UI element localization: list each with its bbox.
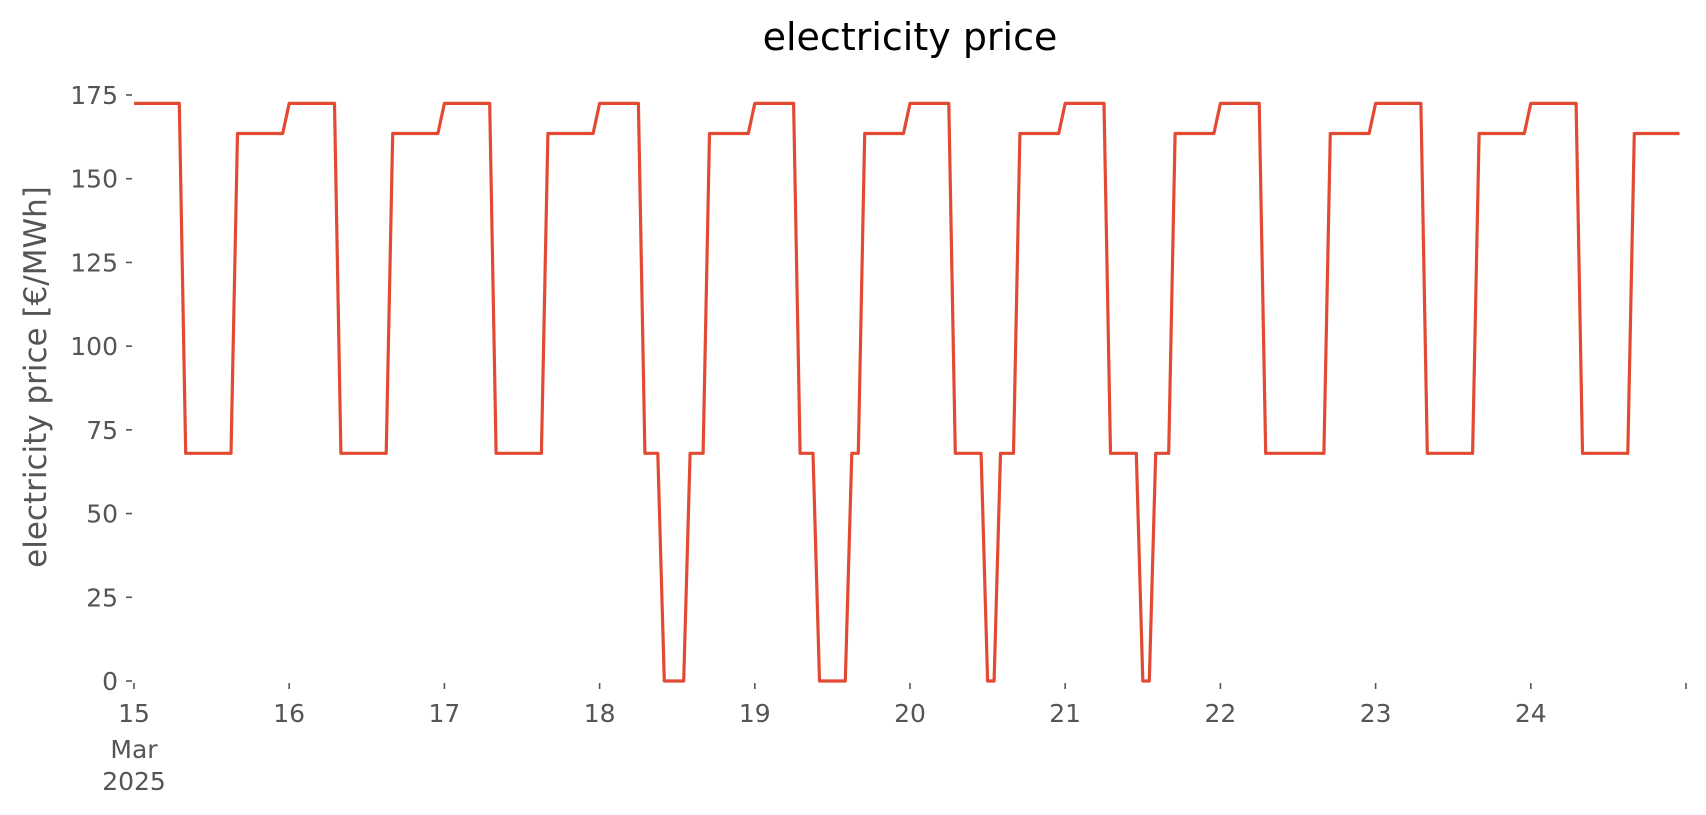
x-tick-label: 18: [584, 699, 616, 728]
x-tick-sublabel: 2025: [102, 767, 166, 796]
y-tick-label: 125: [70, 248, 118, 277]
x-tick-label: 20: [894, 699, 926, 728]
plot-area: [134, 101, 1680, 683]
x-axis: 15 Mar 2025 16 17 18 19 20 21 22 23 24: [102, 683, 1687, 796]
x-tick-label: 15: [118, 699, 150, 728]
chart-title: electricity price: [763, 15, 1058, 59]
y-tick-label: 0: [102, 667, 118, 696]
price-series-line: [134, 101, 1680, 683]
x-tick-label: 16: [273, 699, 305, 728]
x-tick-label: 24: [1515, 699, 1547, 728]
y-tick-label: 25: [86, 583, 118, 612]
y-tick-label: 100: [70, 332, 118, 361]
x-tick-label: 23: [1360, 699, 1392, 728]
y-tick-label: 175: [70, 81, 118, 110]
x-tick-label: 17: [428, 699, 460, 728]
y-axis: 0 25 50 75 100 125 150 175: [70, 81, 132, 696]
x-tick-label: 22: [1204, 699, 1236, 728]
y-tick-label: 150: [70, 165, 118, 194]
y-tick-label: 50: [86, 500, 118, 529]
x-tick-label: 21: [1049, 699, 1081, 728]
x-tick-label: 19: [739, 699, 771, 728]
y-axis-label: electricity price [€/MWh]: [18, 186, 54, 568]
x-tick-sublabel: Mar: [110, 735, 158, 764]
y-tick-label: 75: [86, 416, 118, 445]
